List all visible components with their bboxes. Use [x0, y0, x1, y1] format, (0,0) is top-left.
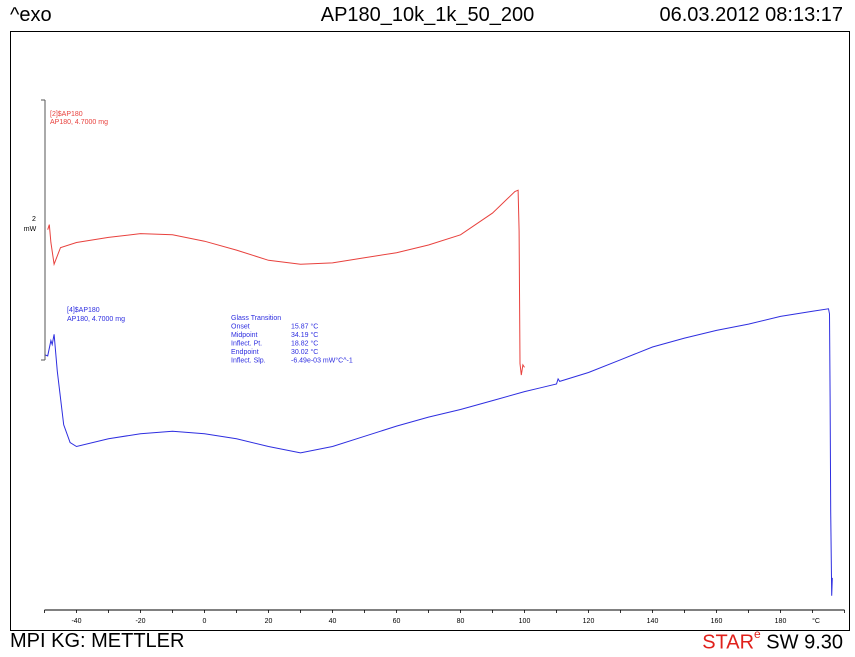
series-2-name: [4]$AP180: [67, 307, 100, 314]
x-tick-label: -20: [135, 618, 145, 625]
x-tick-label: 60: [393, 618, 401, 625]
x-tick-label: 100: [519, 618, 531, 625]
annotation-inflect-pt-label: Inflect. Pt.: [231, 341, 262, 348]
x-tick-label: 20: [265, 618, 273, 625]
timestamp: 06.03.2012 08:13:17: [659, 4, 843, 26]
annotation-endpoint-value: 30.02 °C: [291, 348, 318, 356]
x-tick-label: 140: [647, 618, 659, 625]
x-tick-label: 120: [583, 618, 595, 625]
exo-direction-label: ^exo: [10, 4, 52, 26]
y-scale-bar: 2 mW: [24, 99, 46, 361]
x-tick-label: -40: [71, 618, 81, 625]
software-label: STARe SW 9.30: [702, 627, 843, 655]
plot-frame: -40 -20 0 20 40 60 80 100 120 140 160 180 °C 2 mW [2…: [10, 31, 850, 631]
series-1-line: [47, 189, 525, 376]
software-version: SW 9.30: [760, 631, 843, 654]
series-1-name: [2]$AP180: [50, 111, 83, 118]
y-scale-unit: mW: [24, 226, 37, 233]
annotation-endpoint-label: Endpoint: [231, 349, 259, 356]
series-2-line: [44, 308, 833, 596]
x-tick-label: 0: [203, 618, 207, 625]
annotation-inflect-slp-value: -6.49e-03 mW°C^-1: [291, 357, 353, 365]
dsc-chart: -40 -20 0 20 40 60 80 100 120 140 160 180 °C 2 mW [2…: [24, 99, 845, 625]
software-star: STAR: [702, 631, 755, 654]
glass-transition-annotation: Glass Transition Onset 15.87 °C Midpoint…: [231, 315, 353, 365]
annotation-onset-label: Onset: [231, 324, 250, 331]
series-1-sample: AP180, 4.7000 mg: [50, 119, 108, 126]
software-sup: e: [754, 627, 761, 641]
x-axis-unit: °C: [812, 617, 820, 625]
annotation-midpoint-label: Midpoint: [231, 332, 258, 339]
annotation-midpoint-value: 34.19 °C: [291, 331, 318, 339]
lab-label: MPI KG: METTLER: [10, 630, 185, 652]
annotation-inflect-slp-label: Inflect. Slp.: [231, 358, 266, 365]
series-1-legend: [2]$AP180 AP180, 4.7000 mg: [50, 111, 108, 126]
series-2-sample: AP180, 4.7000 mg: [67, 316, 125, 323]
x-tick-label: 160: [711, 618, 723, 625]
annotation-title: Glass Transition: [231, 315, 281, 322]
x-axis: -40 -20 0 20 40 60 80 100 120 140 160 180 °C: [44, 609, 845, 625]
curves-layer: [44, 189, 833, 596]
page-title: AP180_10k_1k_50_200: [320, 4, 535, 26]
series-2-legend: [4]$AP180 AP180, 4.7000 mg: [67, 307, 125, 323]
x-tick-label: 180: [775, 618, 787, 625]
x-tick-label: 40: [329, 618, 337, 625]
annotation-onset-value: 15.87 °C: [291, 323, 318, 331]
x-tick-label: 80: [457, 618, 465, 625]
annotation-inflect-pt-value: 18.82 °C: [291, 340, 318, 348]
y-scale-value: 2: [32, 216, 36, 223]
